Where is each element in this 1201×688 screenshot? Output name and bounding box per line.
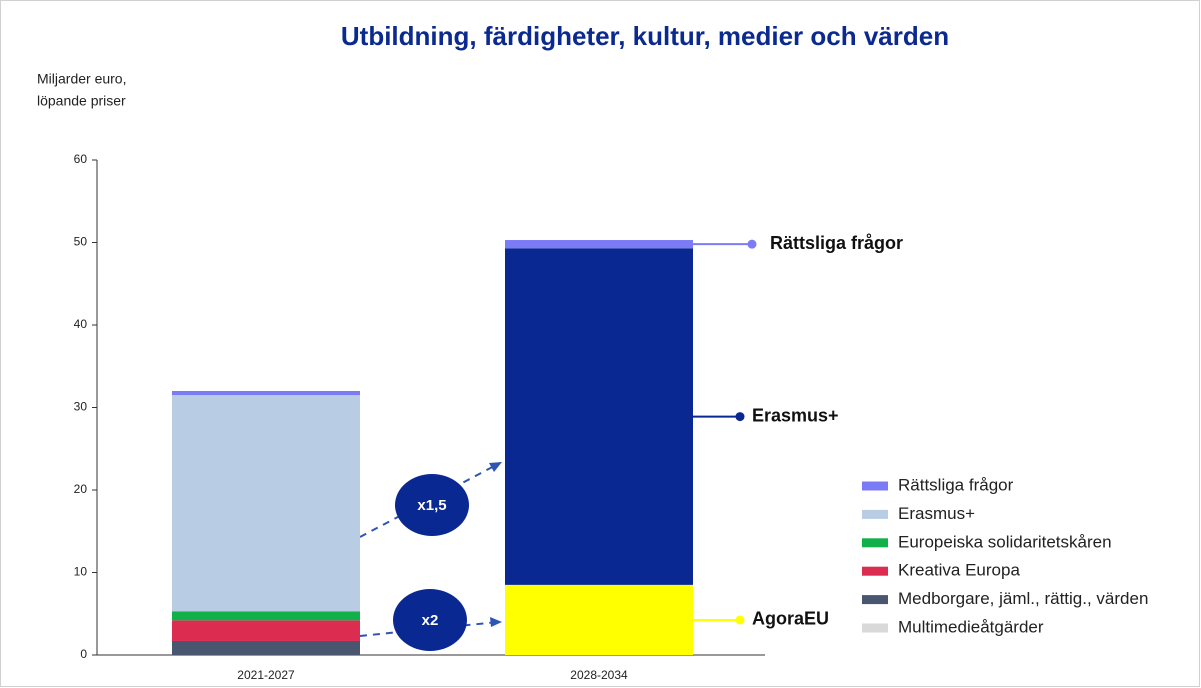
x-tick-label: 2021-2027 [237,668,295,682]
badge [393,589,467,651]
legend-swatch [862,538,888,548]
y-tick-label: 40 [74,317,88,331]
legend-label: Medborgare, jäml., rättig., värden [898,589,1148,608]
y-tick-label: 10 [74,565,88,579]
y-tick-label: 60 [74,152,88,166]
arrow-head [490,617,502,627]
leader-dot [735,615,745,625]
bar-segment [172,620,360,641]
bar-segment [172,640,360,655]
legend-label: Kreativa Europa [898,561,1020,580]
legend-swatch [862,623,888,633]
y-tick-label: 50 [74,235,88,249]
y-tick-label: 0 [80,647,87,661]
badge [395,474,469,536]
leader-dot [747,239,757,249]
chart-title: Utbildning, färdigheter, kultur, medier … [341,21,949,51]
legend-swatch [862,566,888,576]
legend-label: Rättsliga frågor [898,475,1014,494]
y-axis-label: Miljarder euro, [37,71,126,87]
bar-segment [172,611,360,621]
arrow-head [489,462,502,472]
leader-dot [735,412,745,422]
y-tick-label: 30 [74,400,88,414]
bar-segment [505,248,693,585]
bar-segment [505,240,693,249]
legend-swatch [862,595,888,605]
x-tick-label: 2028-2034 [570,668,628,682]
y-tick-label: 20 [74,482,88,496]
annotation: x2 [422,612,439,629]
annotation: x1,5 [417,497,446,514]
legend-label: Erasmus+ [898,504,975,523]
side-label: Erasmus+ [752,405,839,425]
legend-label: Multimedieåtgärder [898,617,1044,636]
side-label: AgoraEU [752,609,829,629]
y-axis-label: löpande priser [37,93,126,109]
bar-segment [172,391,360,396]
side-label: Rättsliga frågor [770,233,903,253]
legend-label: Europeiska solidaritetskåren [898,532,1112,551]
legend-swatch [862,481,888,491]
legend-swatch [862,509,888,519]
bar-segment [505,584,693,655]
bar-segment [172,395,360,612]
